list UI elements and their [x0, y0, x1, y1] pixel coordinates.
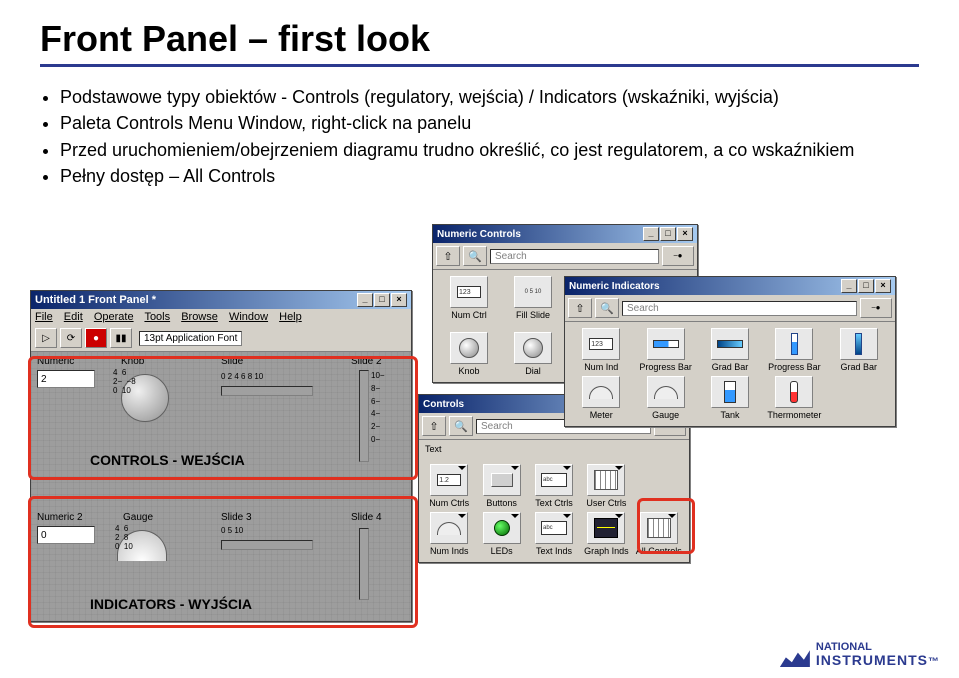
pal-item-tank[interactable]: Tank [700, 376, 760, 420]
pal-item-num-ind[interactable]: 123Num Ind [571, 328, 631, 372]
bullet-item: Przed uruchomieniem/obejrzeniem diagramu… [60, 138, 959, 162]
num-inds-title: Numeric Indicators [569, 281, 660, 292]
pal-item-thermometer[interactable]: Thermometer [764, 376, 824, 420]
front-panel-title: Untitled 1 Front Panel * [35, 294, 156, 306]
menu-browse[interactable]: Browse [181, 311, 218, 323]
num-inds-grid: 123Num Ind Progress Bar Grad Bar Progres… [565, 322, 895, 426]
abort-button[interactable]: ● [85, 328, 107, 348]
front-panel-toolbar: ▷ ⟳ ● ▮▮ 13pt Application Font [31, 325, 411, 352]
pal-item-meter[interactable]: Meter [571, 376, 631, 420]
num-ctrls-title: Numeric Controls [437, 229, 521, 240]
options-button[interactable]: ⎯● [860, 298, 892, 318]
pal-item-text-ctrls[interactable]: abcText Ctrls [530, 464, 578, 508]
search-input[interactable]: Search [490, 249, 659, 264]
pal-item-grad-bar-v[interactable]: Grad Bar [829, 328, 889, 372]
pal-item-fill-slide[interactable]: 0 5 10Fill Slide [503, 276, 563, 328]
options-button[interactable]: ⎯● [662, 246, 694, 266]
bullet-item: Pełny dostęp – All Controls [60, 164, 959, 188]
run-button[interactable]: ▷ [35, 328, 57, 348]
ni-logo: NATIONAL INSTRUMENTS™ [780, 642, 939, 668]
controls-annotation: CONTROLS - WEJŚCIA [90, 452, 245, 468]
pal-item-progress-bar-v[interactable]: Progress Bar [764, 328, 824, 372]
ni-eagle-icon [780, 643, 810, 667]
search-input[interactable]: Search [622, 301, 857, 316]
menu-operate[interactable]: Operate [94, 311, 134, 323]
pal-item-buttons[interactable]: Buttons [477, 464, 525, 508]
window-controls[interactable]: _□× [356, 293, 407, 307]
pal-item-progress-bar[interactable]: Progress Bar [635, 328, 695, 372]
slide-title: Front Panel – first look [0, 0, 959, 64]
palette-nav: ⇧ 🔍 Search ⎯● [565, 295, 895, 322]
bullet-item: Paleta Controls Menu Window, right-click… [60, 111, 959, 135]
numeric-indicators-palette: Numeric Indicators _□× ⇧ 🔍 Search ⎯● 123… [564, 276, 896, 427]
text-label: Text [419, 440, 689, 458]
menu-window[interactable]: Window [229, 311, 268, 323]
pal-item-text-inds[interactable]: abcText Inds [530, 512, 578, 556]
search-icon[interactable]: 🔍 [595, 298, 619, 318]
num-inds-titlebar[interactable]: Numeric Indicators _□× [565, 277, 895, 295]
font-selector[interactable]: 13pt Application Font [139, 331, 242, 346]
window-controls[interactable]: _□× [642, 227, 693, 241]
pal-item-user-ctrls[interactable]: User Ctrls [582, 464, 630, 508]
up-button[interactable]: ⇧ [422, 416, 446, 436]
pal-item-num-ctrl[interactable]: 123Num Ctrl [439, 276, 499, 328]
pal-item-grad-bar[interactable]: Grad Bar [700, 328, 760, 372]
pal-item-dial[interactable]: Dial [503, 332, 563, 376]
title-underline [40, 64, 919, 67]
window-controls[interactable]: _□× [840, 279, 891, 293]
search-icon[interactable]: 🔍 [449, 416, 473, 436]
up-button[interactable]: ⇧ [568, 298, 592, 318]
run-cont-button[interactable]: ⟳ [60, 328, 82, 348]
num-ctrls-titlebar[interactable]: Numeric Controls _□× [433, 225, 697, 243]
pal-item-graph-inds[interactable]: Graph Inds [582, 512, 630, 556]
search-icon[interactable]: 🔍 [463, 246, 487, 266]
pause-button[interactable]: ▮▮ [110, 328, 132, 348]
palette-nav: ⇧ 🔍 Search ⎯● [433, 243, 697, 270]
pal-item-knob[interactable]: Knob [439, 332, 499, 376]
bullet-item: Podstawowe typy obiektów - Controls (reg… [60, 85, 959, 109]
front-panel-menubar[interactable]: File Edit Operate Tools Browse Window He… [31, 309, 411, 325]
menu-tools[interactable]: Tools [144, 311, 170, 323]
pal-item-leds[interactable]: LEDs [477, 512, 525, 556]
pal-item-gauge[interactable]: Gauge [635, 376, 695, 420]
up-button[interactable]: ⇧ [436, 246, 460, 266]
pal-item-num-inds[interactable]: Num Inds [425, 512, 473, 556]
all-controls-highlight [637, 498, 695, 554]
menu-edit[interactable]: Edit [64, 311, 83, 323]
bullet-list: Podstawowe typy obiektów - Controls (reg… [0, 85, 959, 188]
indicators-annotation: INDICATORS - WYJŚCIA [90, 596, 252, 612]
front-panel-titlebar[interactable]: Untitled 1 Front Panel * _□× [31, 291, 411, 309]
menu-help[interactable]: Help [279, 311, 302, 323]
controls-palette-title: Controls [423, 399, 464, 410]
ni-logo-text: NATIONAL INSTRUMENTS™ [816, 642, 939, 668]
pal-item-num-ctrls[interactable]: 1.2Num Ctrls [425, 464, 473, 508]
menu-file[interactable]: File [35, 311, 53, 323]
